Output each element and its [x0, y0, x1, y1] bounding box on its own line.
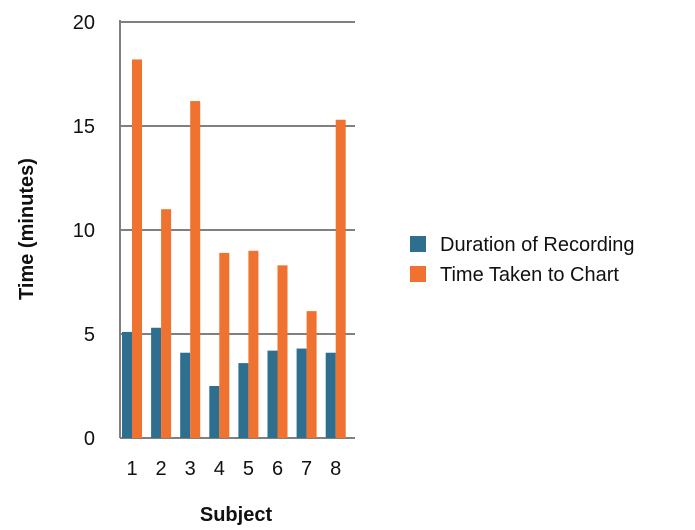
bar-time-taken-to-chart: [219, 252, 230, 438]
legend-swatch: [410, 266, 426, 282]
y-tick-label: 5: [84, 324, 95, 346]
bars: [122, 59, 346, 438]
legend-label: Duration of Recording: [440, 234, 635, 256]
x-tick-label: 1: [126, 458, 137, 480]
bar-time-taken-to-chart: [335, 119, 346, 438]
bar-duration-of-recording: [238, 363, 249, 438]
x-tick-label: 4: [214, 458, 225, 480]
bar-duration-of-recording: [209, 386, 220, 438]
legend: Duration of Recording Time Taken to Chart: [410, 234, 635, 286]
x-tick-label: 7: [301, 458, 312, 480]
bar-time-taken-to-chart: [248, 250, 259, 438]
x-tick-label: 6: [272, 458, 283, 480]
bar-time-taken-to-chart: [132, 59, 142, 438]
bar-duration-of-recording: [151, 327, 162, 438]
x-tick-label: 3: [185, 458, 196, 480]
y-tick-label: 0: [84, 428, 95, 450]
y-tick-labels: 0 5 10 15 20: [73, 12, 95, 450]
bar-duration-of-recording: [122, 331, 132, 438]
y-tick-label: 15: [73, 116, 95, 138]
bar-time-taken-to-chart: [161, 209, 172, 438]
x-tick-label: 8: [330, 458, 341, 480]
y-tick-label: 10: [73, 220, 95, 242]
bar-time-taken-to-chart: [190, 101, 201, 438]
y-tick-label: 20: [73, 12, 95, 34]
bar-duration-of-recording: [180, 352, 191, 438]
bar-duration-of-recording: [325, 352, 336, 438]
x-tick-label: 2: [156, 458, 167, 480]
bar-time-taken-to-chart: [306, 311, 317, 438]
legend-swatch: [410, 236, 426, 252]
y-axis-title: Time (minutes): [16, 158, 38, 300]
bar-duration-of-recording: [267, 350, 278, 438]
bar-duration-of-recording: [296, 348, 307, 438]
x-tick-label: 5: [243, 458, 254, 480]
legend-label: Time Taken to Chart: [440, 264, 619, 286]
x-axis-title: Subject: [200, 504, 273, 526]
bar-time-taken-to-chart: [277, 265, 288, 438]
